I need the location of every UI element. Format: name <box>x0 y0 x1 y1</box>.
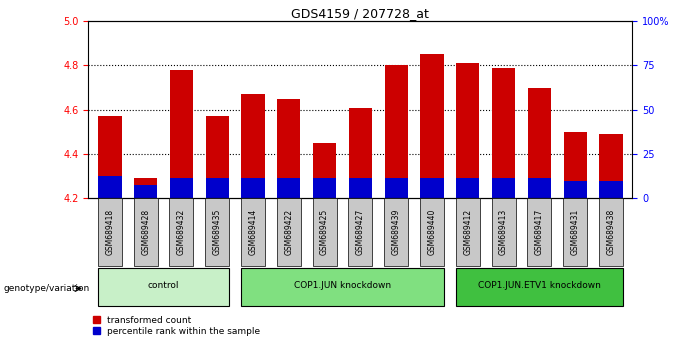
FancyBboxPatch shape <box>169 198 193 266</box>
Text: GSM689439: GSM689439 <box>392 209 401 255</box>
Bar <box>98 176 122 198</box>
FancyBboxPatch shape <box>456 268 623 306</box>
Text: GSM689425: GSM689425 <box>320 209 329 255</box>
FancyBboxPatch shape <box>313 198 337 266</box>
Bar <box>492 178 515 198</box>
Text: GSM689427: GSM689427 <box>356 209 365 255</box>
Text: GSM689435: GSM689435 <box>213 209 222 255</box>
Text: control: control <box>148 281 180 290</box>
Bar <box>170 70 193 198</box>
Legend: transformed count, percentile rank within the sample: transformed count, percentile rank withi… <box>93 316 260 336</box>
FancyBboxPatch shape <box>98 198 122 266</box>
Bar <box>241 178 265 198</box>
Bar <box>385 65 408 198</box>
Text: GSM689438: GSM689438 <box>607 209 615 255</box>
Text: GSM689413: GSM689413 <box>499 209 508 255</box>
Bar <box>420 178 443 198</box>
Bar <box>205 178 229 198</box>
Bar <box>349 178 372 198</box>
FancyBboxPatch shape <box>420 198 444 266</box>
FancyBboxPatch shape <box>599 198 623 266</box>
Bar <box>170 178 193 198</box>
Text: GSM689432: GSM689432 <box>177 209 186 255</box>
Bar <box>564 132 587 198</box>
Text: GSM689431: GSM689431 <box>571 209 579 255</box>
Text: GSM689414: GSM689414 <box>248 209 258 255</box>
FancyBboxPatch shape <box>241 268 444 306</box>
Bar <box>385 178 408 198</box>
Text: GSM689417: GSM689417 <box>535 209 544 255</box>
Bar <box>564 181 587 198</box>
Bar <box>98 116 122 198</box>
Text: GSM689428: GSM689428 <box>141 209 150 255</box>
FancyBboxPatch shape <box>205 198 229 266</box>
Bar <box>420 55 443 198</box>
Bar <box>277 99 301 198</box>
Bar <box>599 181 623 198</box>
Text: COP1.JUN knockdown: COP1.JUN knockdown <box>294 281 391 290</box>
FancyBboxPatch shape <box>277 198 301 266</box>
Text: COP1.JUN.ETV1 knockdown: COP1.JUN.ETV1 knockdown <box>478 281 601 290</box>
Bar <box>313 178 336 198</box>
FancyBboxPatch shape <box>348 198 373 266</box>
Title: GDS4159 / 207728_at: GDS4159 / 207728_at <box>292 7 429 20</box>
Text: GSM689412: GSM689412 <box>463 209 473 255</box>
FancyBboxPatch shape <box>492 198 515 266</box>
Bar <box>528 178 551 198</box>
Text: GSM689422: GSM689422 <box>284 209 293 255</box>
FancyBboxPatch shape <box>134 198 158 266</box>
Bar <box>528 88 551 198</box>
Bar <box>277 178 301 198</box>
FancyBboxPatch shape <box>241 198 265 266</box>
Text: GSM689418: GSM689418 <box>105 209 114 255</box>
Bar <box>134 185 157 198</box>
Bar <box>134 178 157 198</box>
Bar <box>599 134 623 198</box>
Bar <box>456 178 479 198</box>
Text: genotype/variation: genotype/variation <box>3 284 90 293</box>
FancyBboxPatch shape <box>528 198 551 266</box>
Bar <box>205 116 229 198</box>
FancyBboxPatch shape <box>456 198 480 266</box>
Bar <box>492 68 515 198</box>
FancyBboxPatch shape <box>98 268 229 306</box>
Bar <box>349 108 372 198</box>
Bar <box>241 94 265 198</box>
FancyBboxPatch shape <box>384 198 408 266</box>
Text: GSM689440: GSM689440 <box>428 209 437 255</box>
Bar <box>456 63 479 198</box>
FancyBboxPatch shape <box>563 198 587 266</box>
Bar <box>313 143 336 198</box>
